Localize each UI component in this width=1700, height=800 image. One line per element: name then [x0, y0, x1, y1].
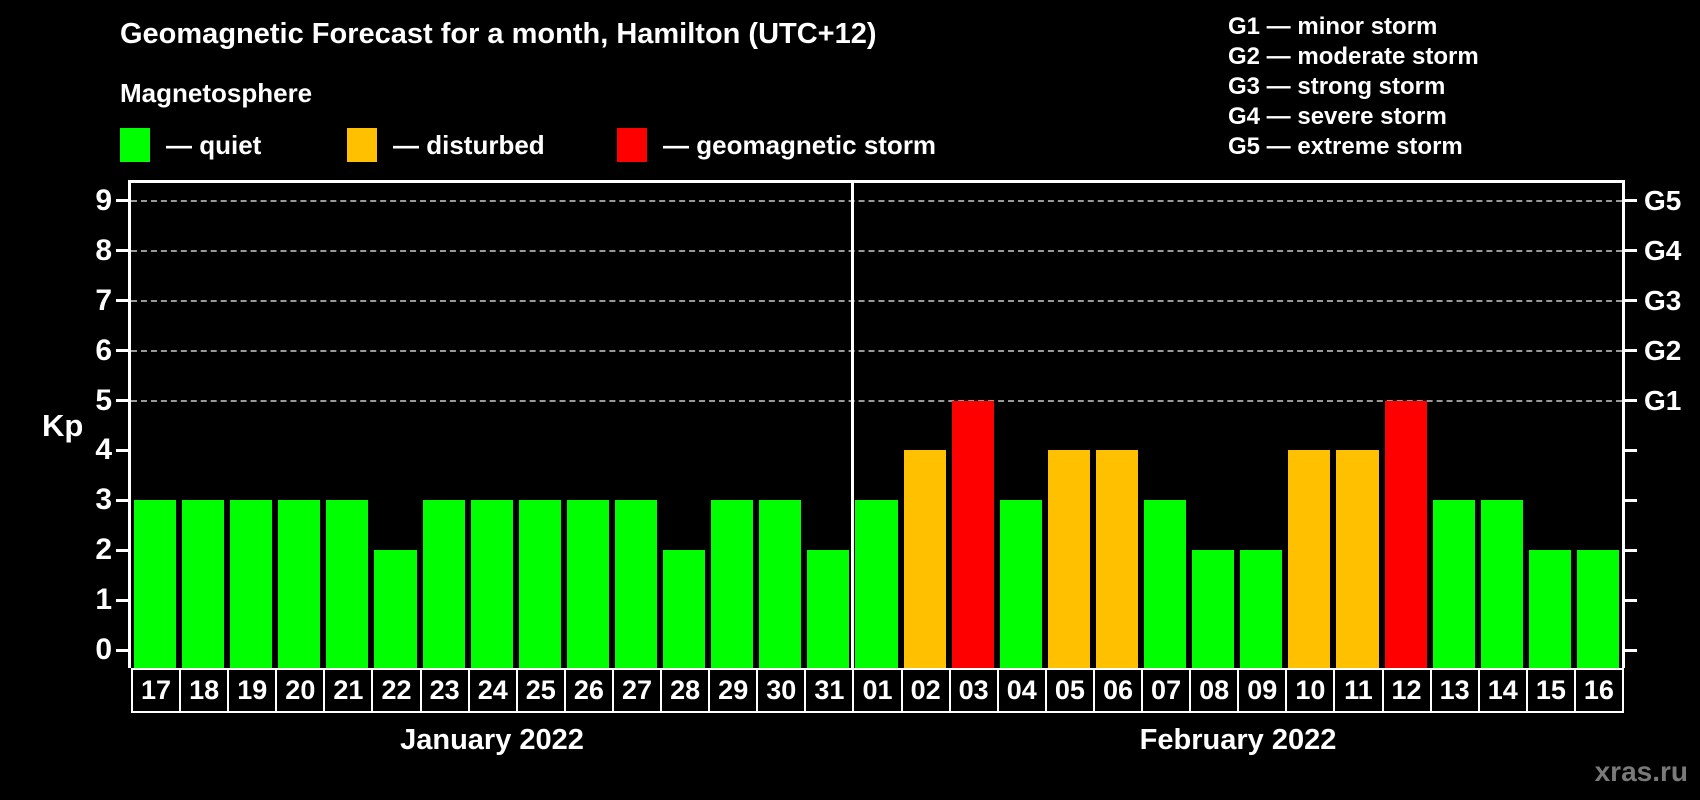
x-tick-label: 18 [179, 668, 230, 713]
right-axis-tick [1625, 249, 1637, 253]
x-tick-label: 11 [1333, 668, 1384, 713]
right-axis-tick [1625, 448, 1637, 452]
x-tick-label: 17 [131, 668, 182, 713]
x-tick-label: 06 [1092, 668, 1144, 713]
y-tick-label: 1 [95, 583, 112, 617]
g-tick-label: G3 [1644, 284, 1682, 316]
disturbed-swatch-icon [347, 128, 377, 162]
g-tick-label: G4 [1644, 234, 1682, 266]
magnetosphere-label: Magnetosphere [120, 78, 313, 108]
x-tick-label: 08 [1189, 668, 1240, 713]
x-tick-label: 23 [419, 668, 470, 713]
x-tick-label: 28 [660, 668, 711, 713]
x-tick-label: 30 [756, 668, 807, 713]
x-tick-label: 04 [996, 668, 1047, 713]
right-axis-tick [1625, 399, 1637, 403]
x-tick-label: 03 [948, 668, 999, 713]
month-label-january: January 2022 [400, 724, 584, 756]
g-legend-line-g3: G3 — strong storm [1228, 73, 1446, 100]
x-tick-label: 31 [804, 668, 855, 713]
y-tick-label: 3 [95, 483, 112, 517]
right-axis-tick [1625, 648, 1637, 652]
y-tick-label: 0 [95, 633, 112, 667]
y-axis-tick [116, 598, 128, 602]
y-tick-label: 7 [95, 283, 112, 317]
right-axis-tick [1625, 548, 1637, 552]
legend-item-storm: — geomagnetic storm [617, 128, 936, 162]
y-axis-tick [116, 199, 128, 203]
x-tick-label: 19 [227, 668, 278, 713]
x-tick-label: 26 [563, 668, 614, 713]
x-tick-label: 14 [1477, 668, 1528, 713]
legend-item-label: — disturbed [393, 129, 545, 160]
right-axis-tick [1625, 299, 1637, 303]
y-tick-label: 6 [95, 333, 112, 367]
right-axis-tick [1625, 598, 1637, 602]
chart-title: Geomagnetic Forecast for a month, Hamilt… [120, 18, 877, 50]
kp-axis-label: Kp [42, 408, 84, 443]
y-axis-tick [116, 548, 128, 552]
y-axis-tick [116, 349, 128, 353]
x-tick-label: 02 [900, 668, 951, 713]
x-tick-label: 24 [467, 668, 518, 713]
y-axis-tick [116, 498, 128, 502]
g-scale-legend: G1 — minor storm G2 — moderate storm G3 … [1228, 12, 1479, 162]
g-tick-label: G2 [1644, 334, 1682, 366]
x-tick-label: 29 [708, 668, 759, 713]
g-tick-label: G5 [1644, 184, 1682, 216]
x-tick-label: 07 [1141, 668, 1192, 713]
y-axis-tick [116, 648, 128, 652]
y-axis-tick [116, 448, 128, 452]
x-tick-label: 05 [1044, 668, 1095, 713]
x-tick-label: 22 [371, 668, 422, 713]
right-axis-tick [1625, 349, 1637, 353]
x-tick-label: 09 [1237, 668, 1288, 713]
legend-item-label: — geomagnetic storm [663, 129, 937, 160]
x-tick-label: 01 [852, 668, 903, 713]
g-legend-line-g5: G5 — extreme storm [1228, 133, 1463, 160]
x-tick-label: 13 [1429, 668, 1480, 713]
x-tick-label: 10 [1285, 668, 1336, 713]
month-label-february: February 2022 [1139, 724, 1337, 756]
x-tick-label: 27 [611, 668, 663, 713]
y-tick-label: 9 [95, 183, 112, 217]
x-tick-label: 20 [275, 668, 326, 713]
y-tick-label: 8 [95, 233, 112, 267]
right-axis-tick [1625, 199, 1637, 203]
y-axis-tick [116, 249, 128, 253]
g-legend-line-g2: G2 — moderate storm [1228, 43, 1479, 70]
x-tick-label: 21 [323, 668, 374, 713]
y-tick-label: 2 [95, 533, 112, 567]
right-axis-tick [1625, 498, 1637, 502]
y-axis-tick [116, 399, 128, 403]
g-legend-line-g4: G4 — severe storm [1228, 103, 1447, 130]
storm-swatch-icon [617, 128, 647, 162]
plot-area [128, 180, 1625, 668]
x-tick-label: 15 [1525, 668, 1576, 713]
g-legend-line-g1: G1 — minor storm [1228, 13, 1438, 40]
legend-item-disturbed: — disturbed [347, 128, 545, 162]
legend-item-label: — quiet [166, 129, 262, 160]
watermark: xras.ru [1594, 756, 1688, 787]
x-tick-label: 16 [1573, 668, 1624, 713]
legend-item-quiet: — quiet [120, 128, 261, 162]
y-axis-tick [116, 299, 128, 303]
x-tick-label: 25 [515, 668, 566, 713]
g-tick-label: G1 [1644, 384, 1682, 416]
x-tick-label: 12 [1381, 668, 1432, 713]
quiet-swatch-icon [120, 128, 150, 162]
